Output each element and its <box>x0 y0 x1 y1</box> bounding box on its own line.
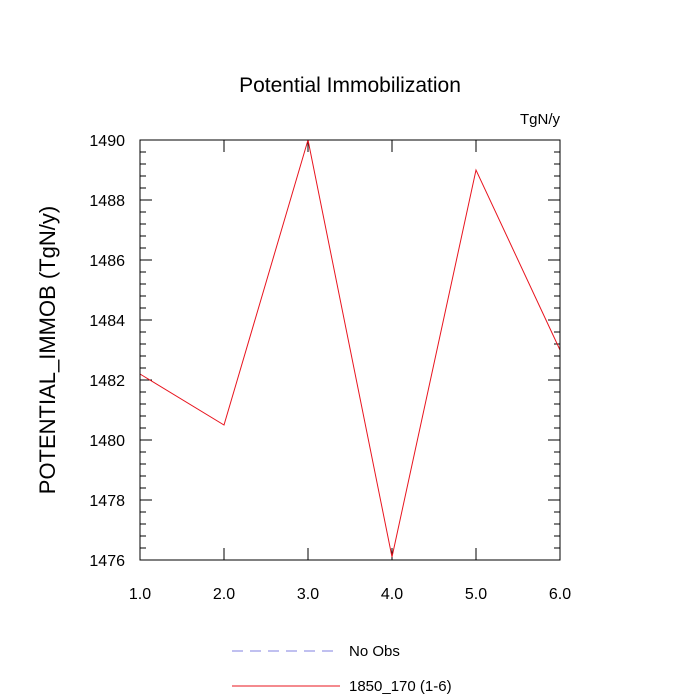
x-tick-label: 4.0 <box>381 586 403 603</box>
y-tick-label: 1476 <box>89 553 125 570</box>
y-tick-label: 1486 <box>89 253 125 270</box>
series-layer <box>139 139 561 558</box>
y-tick-labels: 1476 1478 1480 1482 1484 1486 1488 1490 <box>89 133 125 570</box>
y-tick-label: 1480 <box>89 433 125 450</box>
x-tick-label: 6.0 <box>549 586 571 603</box>
legend-label-no-obs: No Obs <box>349 643 400 660</box>
units-label: TgN/y <box>520 111 561 128</box>
y-tick-label: 1484 <box>89 313 125 330</box>
x-tick-label: 1.0 <box>129 586 151 603</box>
y-tick-label: 1482 <box>89 373 125 390</box>
y-tick-label: 1488 <box>89 193 125 210</box>
series-line <box>139 139 561 558</box>
legend-label-series: 1850_170 (1-6) <box>349 678 452 695</box>
legend: No Obs 1850_170 (1-6) <box>232 643 452 695</box>
y-tick-label: 1478 <box>89 493 125 510</box>
x-tick-label: 2.0 <box>213 586 235 603</box>
chart-title: Potential Immobilization <box>239 74 461 97</box>
x-tick-label: 3.0 <box>297 586 319 603</box>
y-axis-label: POTENTIAL_IMMOB (TgN/y) <box>35 206 60 494</box>
minor-ticks <box>140 151 560 549</box>
y-tick-label: 1490 <box>89 133 125 150</box>
plot-frame <box>139 139 561 561</box>
x-tick-label: 5.0 <box>465 586 487 603</box>
x-tick-labels: 1.0 2.0 3.0 4.0 5.0 6.0 <box>129 586 571 603</box>
